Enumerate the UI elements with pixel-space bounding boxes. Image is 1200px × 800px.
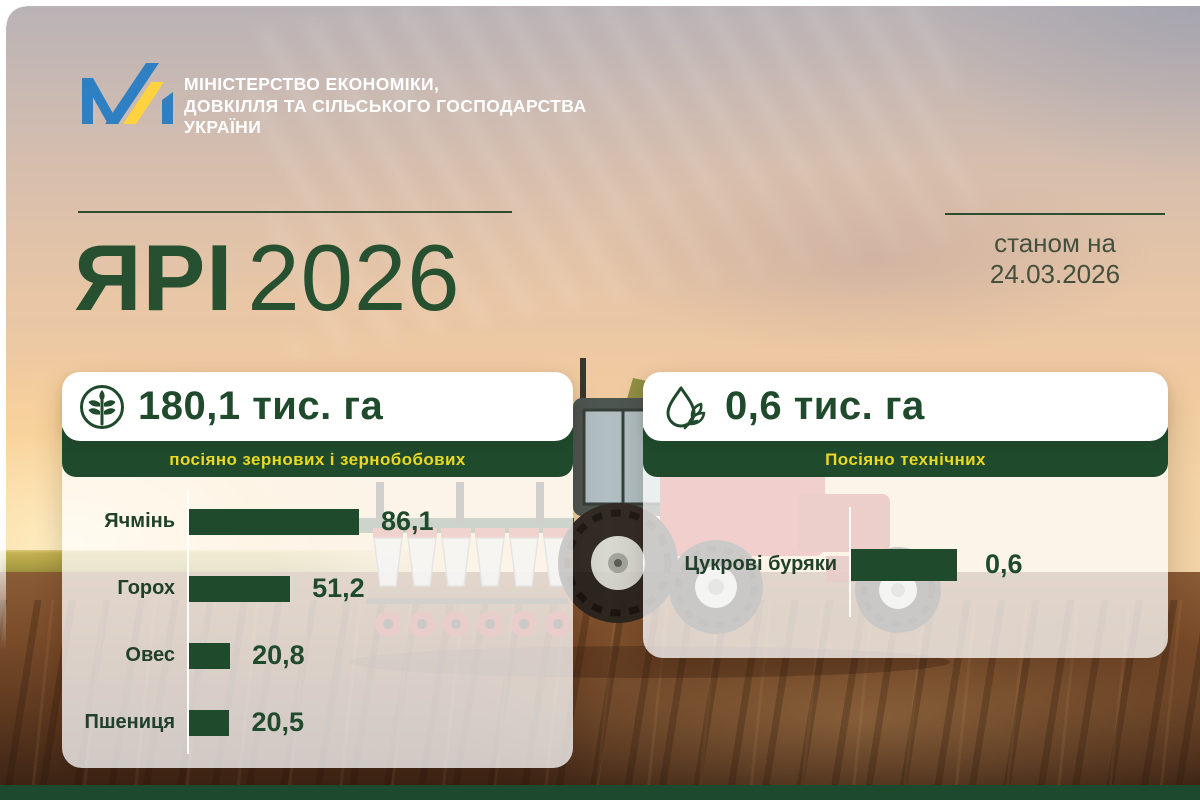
cloud-patch [540,130,1200,390]
bar [189,709,230,736]
bar-chart-technical: Цукрові буряки 0,6 [643,479,1168,658]
title-word: ЯРІ [74,225,234,330]
bar-chart-cereals: Ячмінь 86,1 Горох 51,2 Овес 20,8 Пшениця 20,5 [62,479,573,768]
bar-value: 20,8 [252,640,305,670]
bar-row: Овес 20,8 [62,622,573,689]
footer-green-strip [0,785,1200,800]
card-header: 0,6 тис. га [643,372,1168,441]
card-cereals: посіяно зернових і зернобобових 180,1 ти… [62,372,573,768]
bar [851,548,957,581]
bar-value: 0,6 [985,549,1023,579]
ministry-name-line: МІНІСТЕРСТВО ЕКОНОМІКИ, [184,74,440,94]
card-total: 180,1 тис. га [138,384,384,428]
card-header: 180,1 тис. га [62,372,573,441]
ministry-name-line: ДОВКІЛЛЯ ТА СІЛЬСЬКОГО ГОСПОДАРСТВА [184,95,587,116]
date-block: станом на 24.03.2026 [945,228,1165,290]
bar [189,508,359,535]
bar-label: Горох [117,577,175,599]
date-value: 24.03.2026 [989,259,1121,289]
left-white-edge [0,0,6,650]
bar-row: Ячмінь 86,1 [62,488,573,555]
title-year: 2026 [247,225,461,330]
bar [189,642,231,669]
bar [189,575,291,602]
bar-row: Пшениця 20,5 [62,689,573,756]
date-rule [945,213,1165,215]
bar-row: Цукрові буряки 0,6 [643,531,1168,598]
card-technical: Посіяно технічних 0,6 тис. га Цукрові бу… [643,372,1168,658]
chart-axis [187,489,189,754]
bar-label: Цукрові буряки [684,553,837,575]
banner-text: Посіяно технічних [825,450,986,469]
title-rule [78,211,512,213]
ministry-logo [82,63,173,124]
bar-label: Пшениця [84,711,175,733]
ministry-name: МІНІСТЕРСТВО ЕКОНОМІКИ, ДОВКІЛЛЯ ТА СІЛЬ… [184,74,586,139]
bar-label: Ячмінь [104,510,175,532]
bar-label: Овес [125,644,175,666]
rounded-corner [0,0,26,26]
bar-value: 20,5 [251,707,305,737]
page-title: ЯРІ 2026 [74,224,461,332]
ministry-name-line: УКРАЇНИ [184,117,262,137]
bar-rows: Цукрові буряки 0,6 [643,479,1168,710]
bar-row: Горох 51,2 [62,555,573,622]
bar-rows: Ячмінь 86,1 Горох 51,2 Овес 20,8 Пшениця 20,5 [62,479,573,777]
bar-value: 86,1 [381,506,434,536]
date-label: станом на [994,228,1116,258]
bar-value: 51,2 [312,573,365,603]
card-total: 0,6 тис. га [725,384,925,428]
chart-axis [849,507,851,617]
droplet-leaf-icon [666,386,706,429]
top-white-edge [0,0,1200,6]
banner-text: посіяно зернових і зернобобових [169,450,466,469]
wheat-icon [80,384,124,429]
